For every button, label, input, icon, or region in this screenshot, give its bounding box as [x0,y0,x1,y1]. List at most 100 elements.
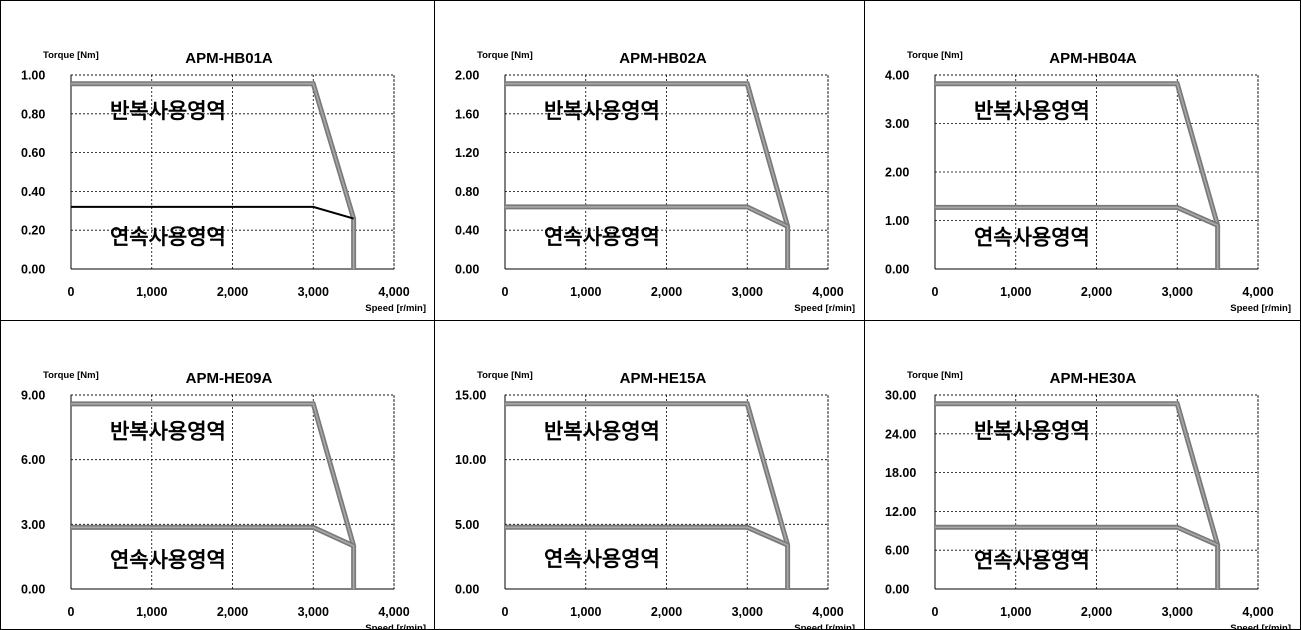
chart-panel: 0.00 1.00 2.00 3.00 4.00 0 1,000 2,000 3,000 4,00… [865,0,1301,321]
x-tick-label: 3,000 [732,285,763,299]
y-tick-label: 0.00 [455,263,479,277]
y-tick-label: 3.00 [885,117,909,131]
torque-curve [505,524,789,548]
x-tick-label: 3,000 [1162,285,1193,299]
y-tick-label: 1.20 [455,146,479,160]
y-tick-label: 0.00 [885,263,909,277]
region-label: 반복사용영역 [544,420,660,444]
y-tick-label: 1.00 [21,69,45,83]
y-axis-label: Torque [Nm] [43,50,99,61]
region-label: 연속사용영역 [974,548,1090,572]
region-label: 반복사용영역 [974,99,1090,123]
x-tick-label: 1,000 [1000,285,1031,299]
x-tick-label: 0 [502,285,509,299]
x-tick-label: 2,000 [651,285,682,299]
y-axis-label: Torque [Nm] [907,370,963,381]
x-tick-label: 4,000 [812,285,843,299]
x-tick-label: 3,000 [298,285,329,299]
region-label: 반복사용영역 [544,99,660,123]
y-tick-label: 18.00 [885,466,916,480]
torque-curve-highlight [935,526,1218,546]
y-tick-label: 1.00 [885,214,909,228]
x-tick-label: 1,000 [570,605,601,619]
chart-title: APM-HB02A [619,50,707,67]
region-label: 반복사용영역 [110,420,226,444]
y-tick-label: 0.60 [21,146,45,160]
chart-title: APM-HE15A [620,370,707,387]
y-tick-label: 6.00 [21,453,45,467]
y-tick-label: 2.00 [455,69,479,83]
torque-curve-highlight [505,526,788,546]
y-tick-label: 0.40 [21,185,45,199]
torque-curve-highlight [935,402,1219,589]
x-axis-label: Speed [r/min] [365,623,426,630]
x-tick-label: 0 [932,605,939,619]
torque-curve-highlight [505,82,789,269]
region-label: 연속사용영역 [110,548,226,572]
y-tick-label: 15.00 [455,389,486,403]
torque-speed-chart: 0.00 1.00 2.00 3.00 4.00 0 1,000 2,000 3,000 4,00… [885,50,1291,314]
x-tick-label: 0 [68,605,75,619]
x-tick-label: 2,000 [1081,605,1112,619]
y-tick-label: 4.00 [885,69,909,83]
chart-title: APM-HB01A [185,50,273,67]
y-axis-label: Torque [Nm] [43,370,99,381]
x-tick-label: 3,000 [732,605,763,619]
region-label: 연속사용영역 [544,547,660,571]
x-tick-label: 4,000 [1242,605,1273,619]
torque-speed-chart: 0.00 5.00 10.00 15.00 0 1,000 2,000 3,000 4,000 반… [455,370,855,630]
x-tick-label: 0 [502,605,509,619]
torque-speed-chart: 0.00 0.20 0.40 0.60 0.80 1.00 0 1,000 2,000 3,000… [21,50,426,314]
x-tick-label: 2,000 [217,605,248,619]
y-axis-label: Torque [Nm] [907,50,963,61]
y-tick-label: 6.00 [885,544,909,558]
chart-title: APM-HB04A [1049,50,1137,67]
y-tick-label: 0.00 [21,583,45,597]
region-label: 반복사용영역 [110,99,226,123]
x-axis-label: Speed [r/min] [1230,623,1291,630]
x-tick-label: 1,000 [570,285,601,299]
x-tick-label: 3,000 [298,605,329,619]
y-tick-label: 12.00 [885,505,916,519]
torque-curve [935,204,1219,228]
x-tick-label: 4,000 [378,605,409,619]
torque-curve-highlight [505,206,788,228]
x-tick-label: 2,000 [651,605,682,619]
torque-curve-highlight [71,403,355,589]
x-tick-label: 3,000 [1162,605,1193,619]
y-tick-label: 9.00 [21,389,45,403]
torque-curve [71,205,354,220]
x-axis-label: Speed [r/min] [794,623,855,630]
y-tick-label: 5.00 [455,518,479,532]
region-label: 반복사용영역 [974,419,1090,443]
region-label: 연속사용영역 [110,225,226,249]
x-tick-label: 1,000 [136,285,167,299]
y-tick-label: 24.00 [885,427,916,441]
torque-curve [505,204,789,229]
x-tick-label: 1,000 [1000,605,1031,619]
y-tick-label: 0.00 [885,583,909,597]
torque-curve-highlight [71,82,355,269]
y-tick-label: 30.00 [885,389,916,403]
x-tick-label: 4,000 [378,285,409,299]
torque-curve-highlight [935,82,1219,269]
torque-curve [935,524,1219,548]
y-tick-label: 3.00 [21,518,45,532]
y-axis-label: Torque [Nm] [477,370,533,381]
torque-speed-chart: 0.00 3.00 6.00 9.00 0 1,000 2,000 3,000 4,000 반복사… [21,370,426,630]
chart-panel: 0.00 5.00 10.00 15.00 0 1,000 2,000 3,000 4,000 반… [435,321,865,630]
x-axis-label: Speed [r/min] [365,303,426,314]
y-tick-label: 0.40 [455,224,479,238]
y-tick-label: 1.60 [455,107,479,121]
torque-curve [71,524,355,549]
chart-panel: 0.00 0.40 0.80 1.20 1.60 2.00 0 1,000 2,000 3,000… [435,0,865,321]
x-axis-label: Speed [r/min] [1230,303,1291,314]
torque-speed-chart: 0.00 0.40 0.80 1.20 1.60 2.00 0 1,000 2,000 3,000… [455,50,855,314]
x-tick-label: 4,000 [812,605,843,619]
x-tick-label: 4,000 [1242,285,1273,299]
y-tick-label: 2.00 [885,166,909,180]
y-tick-label: 0.00 [455,583,479,597]
x-tick-label: 2,000 [217,285,248,299]
x-tick-label: 2,000 [1081,285,1112,299]
